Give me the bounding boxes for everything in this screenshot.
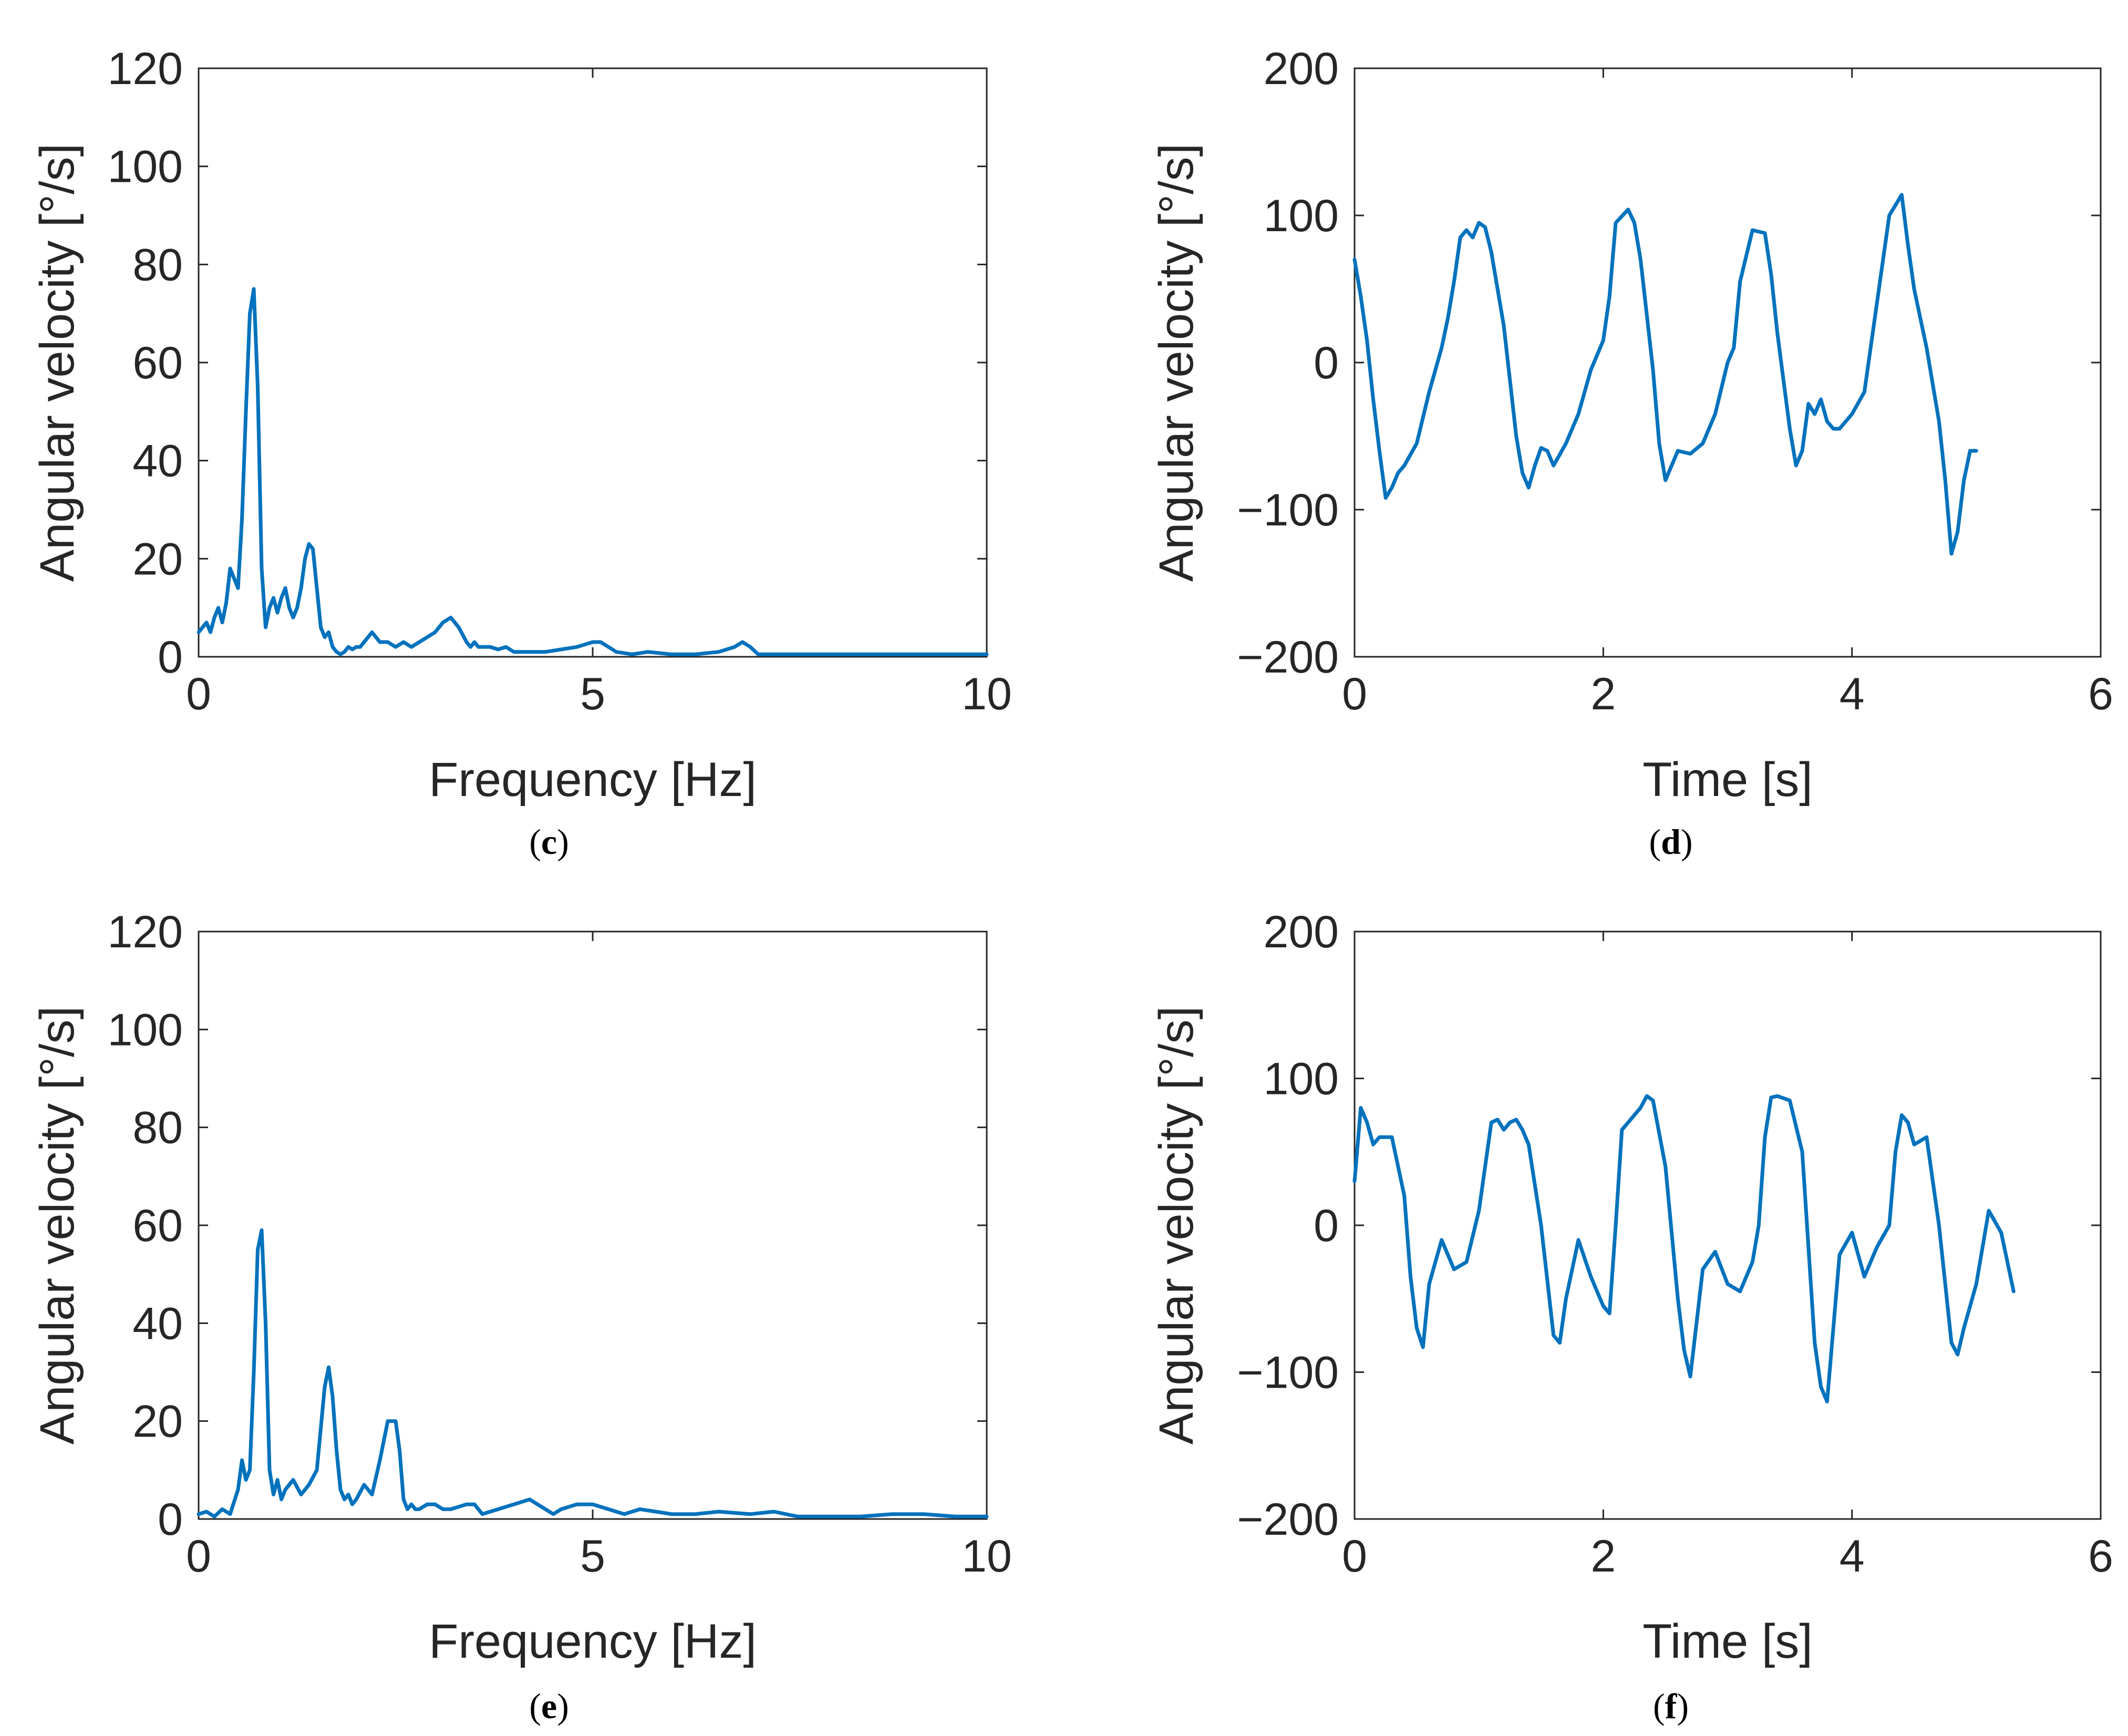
y-tick-label: 40 xyxy=(132,1298,183,1349)
y-tick-label: 60 xyxy=(132,338,183,388)
x-tick-label: 5 xyxy=(580,669,605,719)
y-tick-label: 80 xyxy=(132,240,183,290)
panel-d: 0 2 4 6 −200 −100 0 100 200 Time [s] Angular vel… xyxy=(1150,44,2113,862)
plot-area-e xyxy=(198,931,988,1520)
ticks-f: 0 2 4 6 −200 −100 0 100 200 xyxy=(1237,907,2113,1582)
x-tick-label: 2 xyxy=(1590,1531,1616,1582)
series-line-e xyxy=(197,1228,989,1518)
ticks-d: 0 2 4 6 −200 −100 0 100 200 xyxy=(1237,44,2113,719)
caption-letter-e: e xyxy=(541,1686,557,1726)
caption-f: (f) xyxy=(1653,1686,1689,1726)
y-tick-label: 100 xyxy=(1264,1054,1339,1104)
x-axis-label-c: Frequency [Hz] xyxy=(429,753,757,807)
series-line-c xyxy=(197,287,989,656)
y-tick-label: 100 xyxy=(108,1005,183,1055)
caption-d: (d) xyxy=(1649,822,1692,862)
y-tick-label: 0 xyxy=(1314,338,1339,388)
y-tick-label: 40 xyxy=(132,436,183,487)
y-tick-label: 60 xyxy=(132,1201,183,1251)
y-tick-label: 200 xyxy=(1264,907,1339,957)
y-axis-label-c: Angular velocity [°/s] xyxy=(30,143,84,582)
y-tick-label: 80 xyxy=(132,1103,183,1153)
x-tick-label: 4 xyxy=(1840,1531,1865,1582)
y-tick-label: 20 xyxy=(132,1397,183,1447)
y-tick-label: −200 xyxy=(1237,632,1339,683)
y-axis-label-f: Angular velocity [°/s] xyxy=(1150,1006,1203,1444)
y-tick-label: 120 xyxy=(108,44,183,94)
plot-area-f xyxy=(1354,931,2102,1520)
x-tick-label: 5 xyxy=(580,1531,605,1582)
series-line-d xyxy=(1352,193,1978,556)
caption-e: (e) xyxy=(529,1686,569,1726)
caption-letter-c: c xyxy=(541,822,557,862)
caption-letter-d: d xyxy=(1661,822,1681,862)
caption-c: (c) xyxy=(529,822,569,862)
y-axis-label-d: Angular velocity [°/s] xyxy=(1150,143,1203,582)
x-tick-label: 0 xyxy=(1342,669,1367,719)
x-tick-label: 6 xyxy=(2088,669,2113,719)
y-tick-label: −100 xyxy=(1237,485,1339,535)
y-axis-label-e: Angular velocity [°/s] xyxy=(30,1006,84,1444)
y-tick-label: −100 xyxy=(1237,1348,1339,1398)
x-tick-label: 10 xyxy=(962,669,1012,719)
x-axis-label-f: Time [s] xyxy=(1643,1615,1813,1668)
y-tick-label: 100 xyxy=(1264,191,1339,241)
y-tick-label: 20 xyxy=(132,534,183,584)
y-tick-label: 0 xyxy=(158,632,183,683)
x-tick-label: 10 xyxy=(962,1531,1012,1582)
x-tick-label: 2 xyxy=(1590,669,1616,719)
y-tick-label: 0 xyxy=(1314,1201,1339,1251)
x-tick-label: 0 xyxy=(186,1531,211,1582)
x-tick-label: 4 xyxy=(1840,669,1865,719)
x-tick-label: 0 xyxy=(1342,1531,1367,1582)
y-tick-label: 120 xyxy=(108,907,183,957)
caption-letter-f: f xyxy=(1665,1686,1678,1726)
y-tick-label: −200 xyxy=(1237,1494,1339,1545)
plot-area-c xyxy=(198,67,988,658)
y-tick-label: 0 xyxy=(158,1494,183,1545)
y-tick-label: 200 xyxy=(1264,44,1339,94)
y-tick-label: 100 xyxy=(108,142,183,192)
x-axis-label-e: Frequency [Hz] xyxy=(429,1615,757,1668)
x-axis-label-d: Time [s] xyxy=(1643,753,1813,807)
panel-f: 0 2 4 6 −200 −100 0 100 200 Time [s] Angular vel… xyxy=(1150,907,2113,1726)
series-line-f xyxy=(1352,1094,2016,1403)
x-tick-label: 0 xyxy=(186,669,211,719)
x-tick-label: 6 xyxy=(2088,1531,2113,1582)
